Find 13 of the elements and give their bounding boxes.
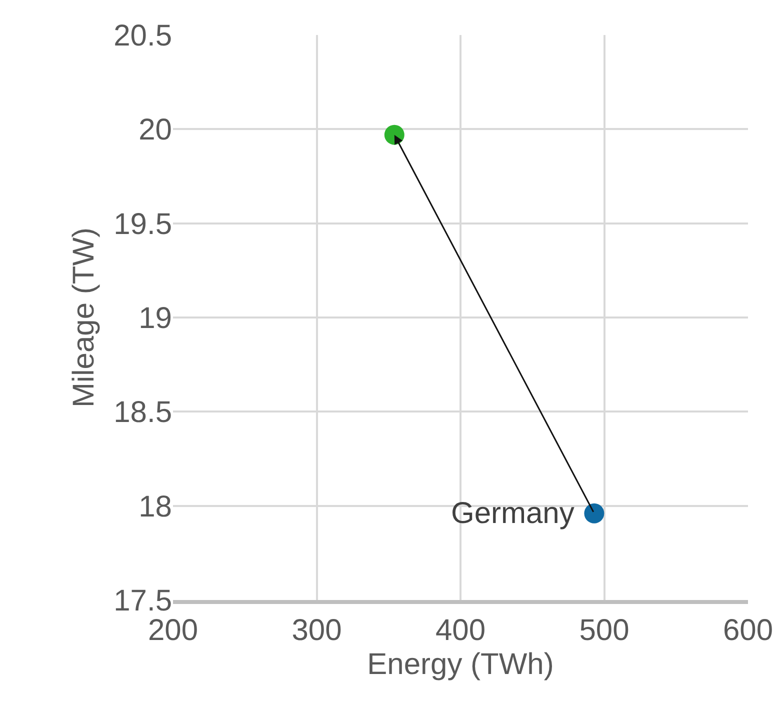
y-tick-label: 19 [138,302,172,335]
x-tick-label: 500 [579,614,630,647]
x-tick-label: 300 [292,614,342,647]
x-tick-label: 400 [435,614,486,647]
y-tick-label: 20.5 [114,20,172,52]
x-tick-label: 600 [722,614,774,647]
y-tick-label: 19.5 [114,208,172,241]
y-tick-label: 18.5 [114,396,172,430]
annotation: Germany [451,497,574,530]
y-tick-label: 18 [138,490,172,524]
y-tick-label: 20 [138,114,172,147]
y-axis-title: Mileage (TW) [68,227,101,408]
x-axis-title: Energy (TWh) [367,648,554,681]
